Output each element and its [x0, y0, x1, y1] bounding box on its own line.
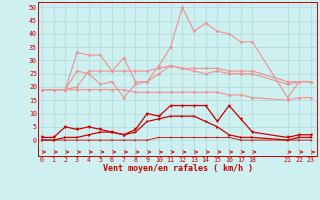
- X-axis label: Vent moyen/en rafales ( km/h ): Vent moyen/en rafales ( km/h ): [103, 164, 252, 173]
